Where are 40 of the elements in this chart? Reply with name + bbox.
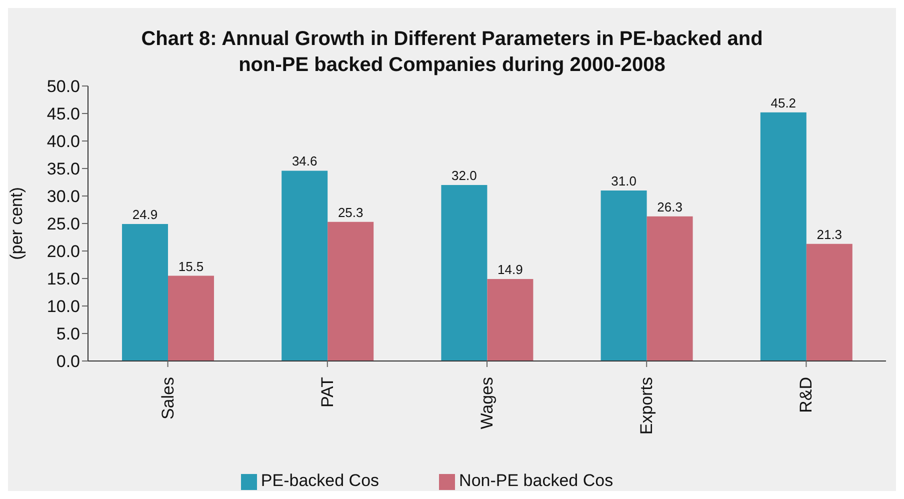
y-tick-label: 50.0 [46,77,80,96]
bar [600,190,647,361]
y-tick-label: 5.0 [56,324,80,344]
data-label: 14.9 [498,262,523,278]
bar [487,279,534,361]
data-label: 32.0 [452,168,477,183]
x-tick-label: Sales [158,377,178,420]
data-label: 45.2 [770,95,796,110]
y-tick-label: 0.0 [56,352,80,372]
x-tick-label: R&D [796,377,816,413]
bar [441,185,488,361]
x-tick-label: PAT [318,377,337,408]
data-label: 26.3 [657,199,682,214]
data-label: 15.5 [178,258,204,274]
data-label: 25.3 [338,204,364,220]
y-tick-label: 35.0 [46,160,80,179]
y-tick-label: 10.0 [46,297,80,316]
bar [168,276,214,361]
y-tick-label: 45.0 [46,104,80,124]
data-label: 24.9 [132,207,158,222]
bar [760,112,806,361]
y-tick-label: 20.0 [46,242,80,262]
chart-title: Chart 8: Annual Growth in Different Parameters in PE-backed and non-PE backed Companies during 2000-2008 [140,27,764,78]
bar [328,222,374,361]
x-tick-label: Wages [478,377,496,430]
y-tick-label: 15.0 [46,270,80,289]
bar [282,170,328,361]
x-tick-label: Exports [637,377,656,435]
y-axis-title: (per cent) [7,187,26,260]
y-tick-label: 25.0 [46,214,80,234]
data-label: 34.6 [292,154,318,169]
y-tick-label: 40.0 [46,132,80,152]
bar [122,224,168,361]
bar [806,244,852,361]
data-label: 21.3 [816,226,842,242]
bar [646,216,693,361]
legend-label: PE-backed Cos [260,471,380,490]
legend-label: Non-PE backed Cos [459,471,614,490]
data-label: 31.0 [611,174,636,188]
y-tick-label: 30.0 [46,187,80,206]
